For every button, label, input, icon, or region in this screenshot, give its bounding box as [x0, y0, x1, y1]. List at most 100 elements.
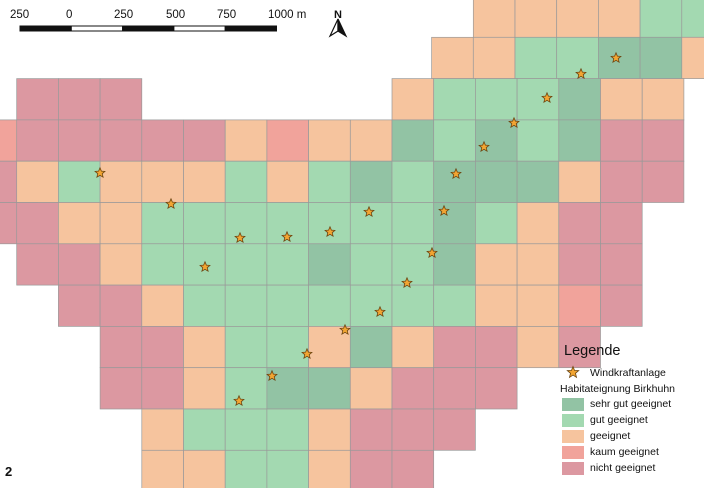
habitat-cell [183, 160, 226, 203]
habitat-cell [58, 243, 101, 286]
habitat-cell [308, 284, 351, 327]
habitat-cell [183, 326, 226, 369]
habitat-cell [266, 284, 309, 327]
habitat-cell [475, 78, 518, 121]
habitat-cell [600, 119, 643, 162]
legend-label: gut geeignet [590, 414, 648, 426]
scalebar-segment [19, 25, 72, 32]
habitat-cell [58, 119, 101, 162]
habitat-cell [141, 449, 184, 488]
legend-swatch [562, 429, 584, 443]
habitat-cell [141, 243, 184, 286]
scalebar-segment [70, 25, 124, 32]
habitat-cell [475, 367, 518, 410]
habitat-cell [558, 78, 601, 121]
legend-swatch [562, 413, 584, 427]
legend-label: nicht geeignet [590, 462, 656, 474]
habitat-cell [433, 78, 476, 121]
habitat-cell [224, 367, 268, 410]
legend: Legende Windkraftanlage Habitateignung B… [560, 343, 700, 476]
legend-swatch [562, 445, 584, 459]
habitat-cell [558, 160, 601, 203]
scalebar-segment [224, 25, 277, 32]
habitat-cell [16, 160, 59, 203]
habitat-cell [308, 367, 351, 410]
habitat-cell [600, 284, 643, 327]
habitat-cell [141, 119, 184, 162]
north-arrow-label: N [334, 9, 342, 21]
scalebar-tick-label: 0 [66, 9, 73, 21]
habitat-cell [99, 78, 143, 121]
habitat-cell [514, 36, 558, 79]
habitat-cell [641, 160, 685, 203]
scalebar-tick-label: 250 [10, 9, 30, 21]
habitat-cell [224, 284, 268, 327]
legend-habitat-title: Habitateignung Birkhuhn [560, 383, 675, 395]
habitat-cell [558, 202, 601, 245]
habitat-cell [308, 243, 351, 286]
habitat-cell [391, 202, 435, 245]
scalebar-tick-label: 750 [217, 9, 237, 21]
habitat-cell [349, 449, 393, 488]
habitat-cell [308, 160, 351, 203]
habitat-cell [224, 119, 268, 162]
habitat-cell [141, 408, 184, 451]
legend-item-turbine: Windkraftanlage [560, 364, 700, 382]
habitat-cell [556, 0, 599, 38]
figure-number: 2 [5, 464, 13, 479]
habitat-cell [516, 160, 560, 203]
wind-turbine-star [478, 140, 490, 153]
habitat-cell [183, 119, 226, 162]
habitat-cell [141, 326, 184, 369]
habitat-cell [431, 36, 474, 79]
north-arrow-icon: N [328, 9, 348, 38]
habitat-cell [558, 326, 601, 369]
habitat-cell [391, 449, 435, 488]
habitat-cell [183, 408, 226, 451]
habitat-cell [266, 408, 309, 451]
habitat-cell [308, 449, 351, 488]
legend-label: kaum geeignet [590, 446, 659, 458]
wind-turbine-star [233, 394, 245, 407]
habitat-cell [475, 243, 518, 286]
habitat-cell [681, 0, 704, 38]
wind-turbine-star [426, 246, 438, 259]
habitat-cell [516, 119, 560, 162]
habitat-cell [558, 284, 601, 327]
habitat-cell [558, 243, 601, 286]
habitat-cell [475, 326, 518, 369]
habitat-cell [308, 202, 351, 245]
habitat-cell [681, 36, 704, 79]
habitat-cell [58, 78, 101, 121]
habitat-cell [639, 0, 683, 38]
wind-turbine-star [266, 369, 278, 382]
wind-turbine-star [165, 197, 177, 210]
habitat-cell [391, 408, 435, 451]
legend-item-geeignet: geeignet [560, 428, 700, 444]
habitat-cell [266, 326, 309, 369]
legend-swatch [562, 461, 584, 475]
wind-turbine-star [575, 67, 587, 80]
habitat-cell [141, 202, 184, 245]
habitat-cell [516, 202, 560, 245]
habitat-cell [58, 284, 101, 327]
habitat-cell [58, 160, 101, 203]
habitat-cell [99, 119, 143, 162]
scalebar-tick-label: 1000 m [268, 9, 307, 21]
habitat-cell [16, 202, 59, 245]
habitat-cell [516, 78, 560, 121]
scalebar-segment [173, 25, 226, 32]
habitat-cell [433, 119, 476, 162]
wind-turbine-star [234, 231, 246, 244]
habitat-cell [266, 119, 309, 162]
habitat-cell [600, 78, 643, 121]
habitat-cell [183, 284, 226, 327]
habitat-cell [472, 36, 516, 79]
habitat-cell [349, 367, 393, 410]
turbine-star-icon [562, 364, 584, 382]
legend-label: geeignet [590, 430, 631, 442]
habitat-cell [99, 202, 143, 245]
habitat-cell [433, 243, 476, 286]
